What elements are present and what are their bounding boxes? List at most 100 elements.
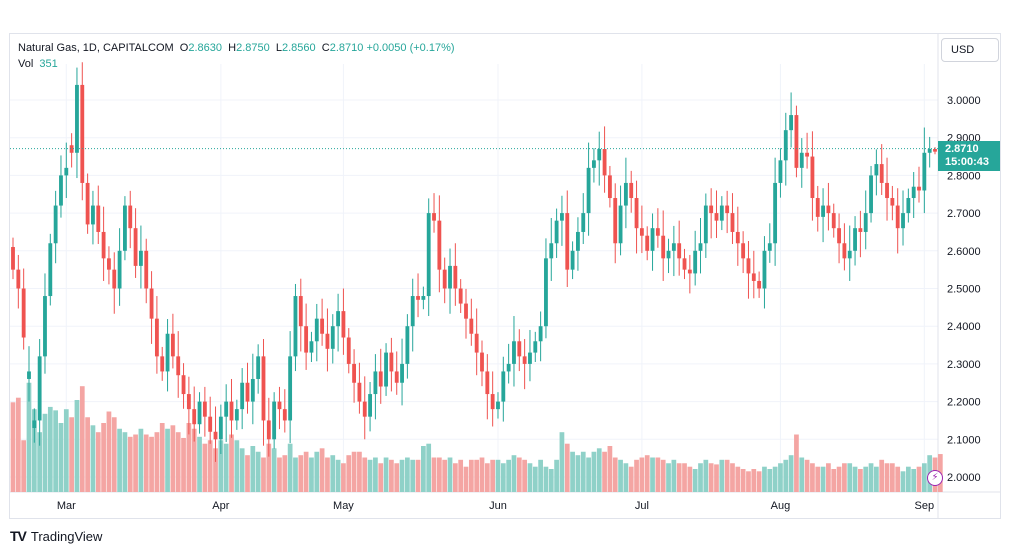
volume-bar [186, 423, 192, 492]
volume-bar [383, 457, 389, 492]
volume-bar [394, 463, 400, 492]
candle [320, 318, 325, 334]
volume-bar [596, 448, 602, 492]
candle [853, 228, 857, 251]
candle [741, 243, 746, 259]
volume-bar [431, 457, 437, 492]
volume-bar [85, 417, 90, 492]
candle [314, 318, 319, 342]
volume-bar [868, 463, 874, 492]
volume-bar [644, 455, 650, 492]
volume-bar [874, 466, 879, 492]
candle [48, 243, 53, 297]
candle [144, 250, 149, 289]
volume-bar [767, 469, 773, 492]
x-tick-label: Aug [771, 500, 791, 512]
candle [186, 394, 191, 410]
candle [154, 318, 159, 357]
volume-bar [788, 455, 794, 492]
volume-bar [831, 469, 837, 492]
volume-bar [63, 409, 69, 492]
candle [107, 258, 111, 270]
candle [421, 296, 426, 300]
volume-bar [351, 451, 357, 492]
volume-bar [671, 459, 677, 492]
volume-bar [271, 448, 277, 492]
volume-bar [250, 446, 256, 492]
volume-bar [239, 448, 245, 492]
y-tick-label: 2.5000 [947, 284, 981, 296]
candle [336, 311, 341, 327]
currency-button[interactable]: USD [941, 38, 999, 62]
volume-bar [676, 463, 682, 492]
candle [666, 250, 671, 259]
candle [469, 318, 474, 334]
candle [794, 115, 799, 168]
candle [85, 182, 90, 225]
candle [778, 160, 783, 183]
candle [53, 205, 58, 244]
candle [16, 269, 21, 289]
candle [192, 409, 197, 425]
volume-bar [804, 459, 810, 492]
candle [426, 213, 431, 297]
candle [37, 356, 42, 421]
volume-bar [143, 434, 149, 492]
candle [437, 220, 442, 270]
candle [634, 198, 639, 229]
volume-bar [687, 466, 693, 492]
y-tick-label: 2.2000 [947, 397, 981, 409]
candle [677, 243, 682, 259]
candle [458, 288, 463, 304]
volume-bar [373, 457, 378, 492]
last-price-value: 2.8710 [945, 143, 979, 155]
candle [170, 333, 175, 357]
volume-bar [490, 459, 496, 492]
volume-bar [293, 457, 298, 492]
candle [922, 152, 927, 191]
brand[interactable]: TV TradingView [10, 528, 102, 544]
candle [735, 231, 740, 244]
candle [693, 250, 698, 274]
candle [506, 363, 511, 372]
candle [682, 258, 687, 270]
volume-bar [740, 469, 746, 492]
candle [91, 205, 95, 225]
volume-bar [325, 457, 330, 492]
tradingview-logo-icon: TV [10, 528, 27, 544]
candle [282, 409, 287, 421]
candle [885, 182, 889, 199]
y-tick-label: 2.0000 [947, 472, 981, 484]
volume-bar [639, 457, 645, 492]
candle [405, 326, 410, 364]
candle [687, 269, 692, 274]
volume-bar [511, 455, 517, 492]
volume-bar [612, 457, 618, 492]
candle [901, 213, 905, 229]
volume-bar [889, 463, 895, 492]
candle [512, 341, 516, 364]
volume-bar [154, 432, 160, 492]
volume-bar [756, 471, 762, 492]
y-tick-label: 2.8000 [947, 170, 981, 182]
volume-bar [31, 409, 37, 492]
candle [927, 149, 932, 153]
candle [165, 333, 170, 372]
volume-bar [357, 451, 362, 492]
candle [234, 409, 239, 421]
candle [607, 175, 612, 199]
candle [570, 250, 575, 270]
volume-bar [405, 457, 410, 492]
candle [59, 175, 63, 206]
volume-bar [207, 440, 213, 492]
volume-bar [698, 463, 703, 492]
alert-icon[interactable]: ⚡ [927, 470, 943, 486]
candle [416, 296, 420, 300]
candle [325, 333, 330, 349]
volume-bar [783, 459, 789, 492]
candle [176, 356, 181, 376]
volume-bar [95, 432, 101, 492]
candle [123, 205, 127, 251]
candle [480, 352, 484, 372]
